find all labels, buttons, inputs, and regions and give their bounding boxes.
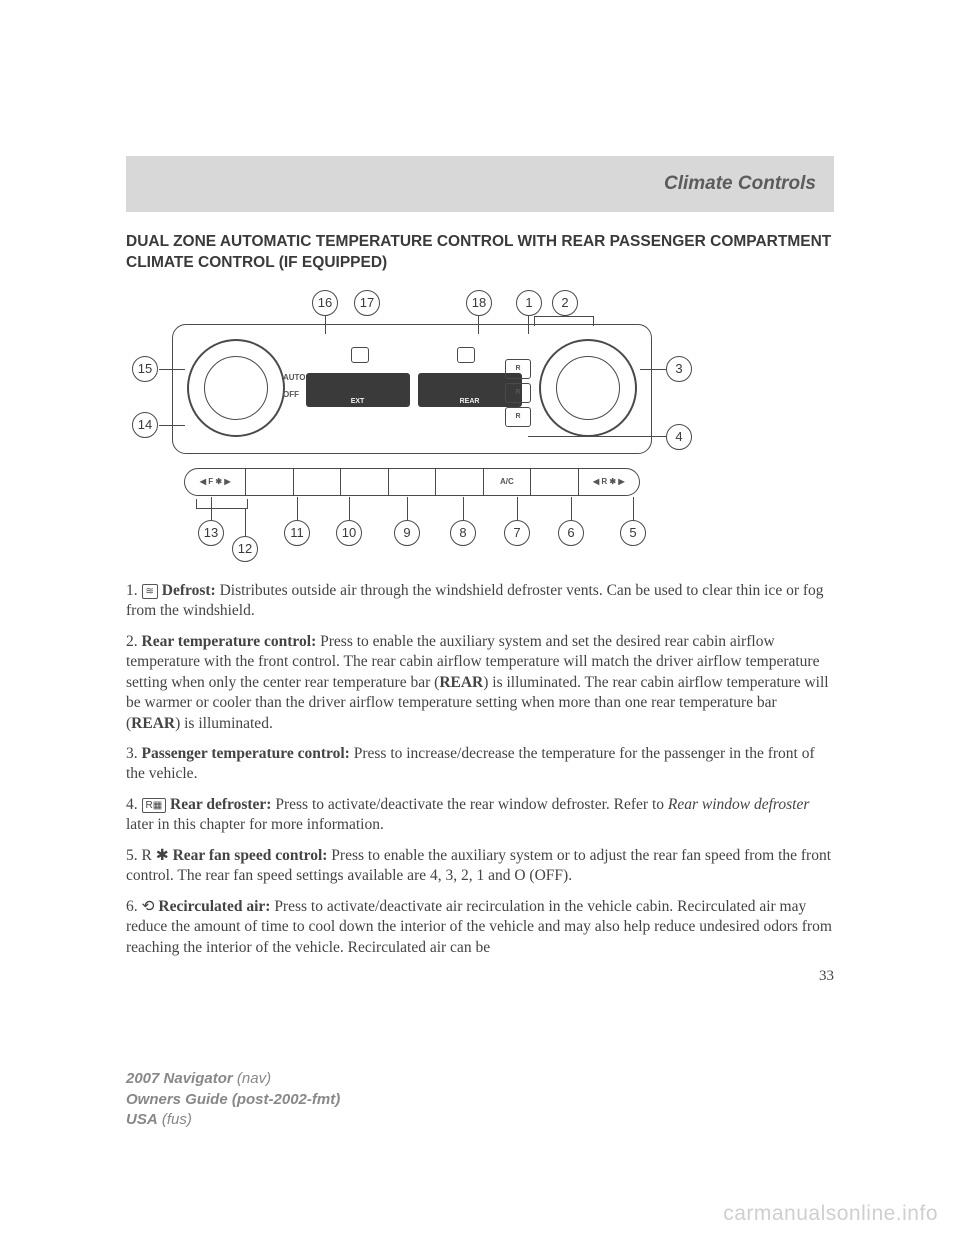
body-text: 1. ≋ Defrost: Distributes outside air th…	[126, 581, 834, 958]
callout-3: 3	[666, 356, 692, 382]
item-1: 1. ≋ Defrost: Distributes outside air th…	[126, 581, 834, 622]
callout-15: 15	[132, 356, 158, 382]
leader	[571, 497, 572, 520]
rear-fan-icon: R ✱	[142, 847, 169, 864]
mode-cell-3	[341, 469, 388, 495]
leader	[640, 369, 666, 370]
leader	[245, 509, 246, 536]
r-button-1: R	[505, 359, 531, 379]
leader	[528, 436, 666, 437]
passenger-temp-dial	[539, 339, 637, 437]
section-heading: DUAL ZONE AUTOMATIC TEMPERATURE CONTROL …	[126, 232, 834, 274]
page-number: 33	[126, 968, 834, 985]
recirc-cell	[531, 469, 578, 495]
leader	[478, 316, 479, 334]
rear-defrost-icon: R▦	[142, 798, 167, 813]
bracket	[196, 499, 248, 509]
leader	[297, 497, 298, 520]
leader	[407, 497, 408, 520]
callout-4: 4	[666, 424, 692, 450]
callout-9: 9	[394, 520, 420, 546]
callout-2: 2	[552, 290, 578, 316]
watermark: carmanualsonline.info	[723, 1202, 938, 1226]
item-5: 5. R ✱ Rear fan speed control: Press to …	[126, 846, 834, 887]
r-button-2: R	[505, 383, 531, 403]
defrost-icon: ≋	[142, 584, 158, 599]
leader	[159, 369, 185, 370]
ext-screen: EXT	[306, 373, 410, 407]
driver-temp-dial	[187, 339, 285, 437]
control-panel: AUTO OFF EXT REAR R R R	[172, 324, 652, 454]
mode-button-row: ◀ F ✱ ▶ A/C ◀ R ✱ ▶	[184, 468, 640, 496]
footer: 2007 Navigator (nav) Owners Guide (post-…	[126, 1069, 340, 1130]
callout-7: 7	[504, 520, 530, 546]
recirc-icon: ⟲	[142, 898, 155, 915]
tab-button-right	[457, 347, 475, 363]
rear-fan-cell: ◀ R ✱ ▶	[579, 469, 639, 495]
mode-cell-2	[294, 469, 341, 495]
mode-cell-4	[389, 469, 436, 495]
leader	[349, 497, 350, 520]
bracket	[534, 316, 594, 326]
callout-10: 10	[336, 520, 362, 546]
climate-control-diagram: AUTO OFF EXT REAR R R R ◀ F ✱ ▶	[132, 288, 692, 563]
off-label: OFF	[283, 390, 299, 399]
ac-cell: A/C	[484, 469, 531, 495]
leader	[463, 497, 464, 520]
tab-button-left	[351, 347, 369, 363]
manual-page: Climate Controls DUAL ZONE AUTOMATIC TEM…	[0, 0, 960, 985]
right-button-stack: R R R	[505, 359, 531, 427]
leader	[325, 316, 326, 334]
callout-5: 5	[620, 520, 646, 546]
item-6: 6. ⟲ Recirculated air: Press to activate…	[126, 897, 834, 958]
leader	[528, 316, 529, 334]
item-2: 2. Rear temperature control: Press to en…	[126, 632, 834, 734]
callout-6: 6	[558, 520, 584, 546]
mode-cell-1	[246, 469, 293, 495]
fan-speed-cell: ◀ F ✱ ▶	[185, 469, 246, 495]
callout-16: 16	[312, 290, 338, 316]
chapter-title: Climate Controls	[664, 173, 816, 195]
chapter-header: Climate Controls	[126, 156, 834, 212]
center-cluster: AUTO OFF EXT REAR	[299, 347, 527, 431]
r-button-3: R	[505, 407, 531, 427]
callout-17: 17	[354, 290, 380, 316]
callout-13: 13	[198, 520, 224, 546]
item-3: 3. Passenger temperature control: Press …	[126, 744, 834, 785]
callout-11: 11	[284, 520, 310, 546]
leader	[633, 497, 634, 520]
callout-14: 14	[132, 412, 158, 438]
leader	[517, 497, 518, 520]
callout-12: 12	[232, 536, 258, 562]
item-4: 4. R▦ Rear defroster: Press to activate/…	[126, 795, 834, 836]
callout-8: 8	[450, 520, 476, 546]
leader	[159, 425, 185, 426]
callout-18: 18	[466, 290, 492, 316]
mode-cell-5	[436, 469, 483, 495]
auto-label: AUTO	[283, 373, 306, 382]
callout-1: 1	[516, 290, 542, 316]
